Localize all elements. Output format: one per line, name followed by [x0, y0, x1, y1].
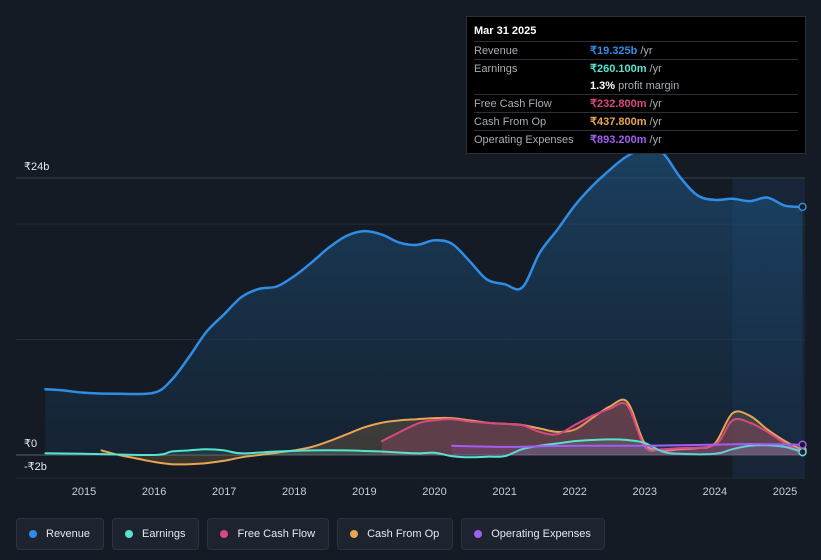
tooltip-row: Free Cash Flow ₹232.800m/yr [474, 94, 798, 112]
tooltip-row-unit: /yr [649, 97, 662, 110]
tooltip-row-label: Operating Expenses [474, 133, 574, 146]
tooltip-row: Revenue ₹19.325b/yr [474, 41, 798, 59]
x-tick-label: 2023 [633, 486, 657, 498]
tooltip-row-unit: /yr [649, 62, 662, 75]
legend-item-cash-from-op[interactable]: Cash From Op [337, 518, 454, 550]
tooltip-row-value: ₹19.325b [590, 45, 638, 57]
tooltip-row-value: ₹260.100m [590, 63, 647, 75]
tooltip-date: Mar 31 2025 [474, 25, 537, 37]
x-tick-label: 2018 [282, 486, 306, 498]
tooltip-row-label: Cash From Op [474, 115, 547, 128]
tooltip-panel: Mar 31 2025 Revenue ₹19.325b/yr Earnings ₹2… [466, 16, 806, 154]
earnings-line [44, 438, 804, 459]
tooltip-row-label: Free Cash Flow [474, 97, 552, 110]
legend-item-earnings[interactable]: Earnings [112, 518, 200, 550]
legend-label: Operating Expenses [491, 528, 591, 540]
legend-item-operating-expenses[interactable]: Operating Expenses [461, 518, 605, 550]
tooltip-row-unit: profit margin [618, 79, 680, 92]
revenue-line [44, 147, 804, 396]
tooltip-rows: Revenue ₹19.325b/yr Earnings ₹260.100m/yr 1.… [474, 41, 798, 148]
y-tick-label-top: ₹24b [24, 161, 49, 173]
x-tick-label: 2019 [352, 486, 376, 498]
x-tick-label: 2015 [72, 486, 96, 498]
tooltip-row-unit: /yr [640, 44, 653, 57]
y-tick-label-bottom: -₹2b [24, 461, 47, 473]
tooltip-row: Operating Expenses ₹893.200m/yr [474, 130, 798, 148]
legend-dot-icon [474, 530, 483, 538]
x-tick-label: 2022 [562, 486, 586, 498]
tooltip-row: Earnings ₹260.100m/yr [474, 59, 798, 77]
legend-item-free-cash-flow[interactable]: Free Cash Flow [207, 518, 330, 550]
tooltip-row: 1.3% profit margin [474, 77, 798, 94]
tooltip-row-unit: /yr [649, 133, 662, 146]
cfo-area [101, 399, 803, 465]
legend-dot-icon [29, 530, 37, 538]
tooltip-row-value: ₹893.200m [590, 134, 647, 146]
legend: Revenue Earnings Free Cash Flow Cash From O… [16, 518, 605, 550]
legend-dot-icon [220, 530, 229, 538]
cfo-line [100, 398, 804, 466]
legend-dot-icon [125, 530, 134, 538]
legend-label: Free Cash Flow [237, 528, 316, 540]
x-tick-label: 2025 [773, 486, 797, 498]
opex-end-point [798, 440, 807, 449]
y-tick-label-zero: ₹0 [24, 438, 37, 450]
revenue-area [45, 148, 803, 455]
legend-label: Revenue [46, 528, 91, 540]
legend-item-revenue[interactable]: Revenue [16, 518, 105, 550]
fcf-line [380, 401, 804, 454]
legend-label: Earnings [142, 528, 186, 540]
y-axis-labels: ₹24b ₹0 -₹2b [24, 161, 49, 473]
tooltip-row: Cash From Op ₹437.800m/yr [474, 112, 798, 130]
x-tick-label: 2021 [492, 486, 516, 498]
x-tick-label: 2016 [142, 486, 166, 498]
legend-dot-icon [350, 530, 359, 538]
tooltip-row-label: Revenue [474, 44, 519, 57]
x-axis-labels: 2015 2016 2017 2018 2019 2020 2021 2022 2023 2024… [72, 486, 797, 498]
fcf-area [381, 402, 803, 455]
series-layer [44, 147, 807, 466]
tooltip-row-value: ₹232.800m [590, 98, 647, 110]
x-tick-label: 2024 [703, 486, 727, 498]
revenue-end-point [798, 202, 807, 212]
x-tick-label: 2017 [212, 486, 236, 498]
tooltip-row-value: 1.3% [590, 79, 616, 92]
tooltip-row-unit: /yr [649, 115, 662, 128]
legend-label: Cash From Op [367, 528, 440, 540]
opex-line [451, 442, 804, 448]
x-tick-label: 2020 [422, 486, 446, 498]
tooltip-row-label: Earnings [474, 62, 518, 75]
tooltip-row-value: ₹437.800m [590, 116, 647, 128]
